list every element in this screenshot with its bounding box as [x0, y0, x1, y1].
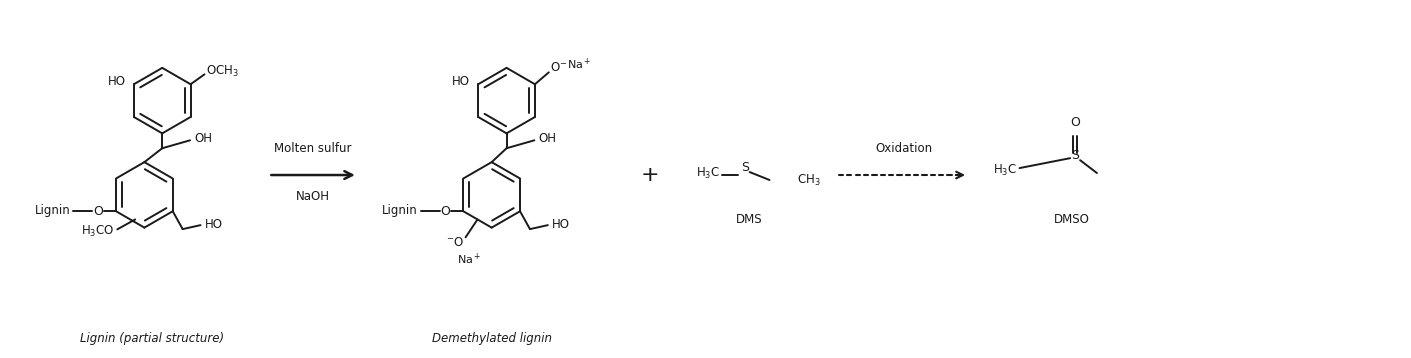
Text: DMSO: DMSO	[1054, 213, 1091, 226]
Text: H$_3$C: H$_3$C	[993, 163, 1017, 178]
Text: O: O	[93, 205, 103, 218]
Text: Oxidation: Oxidation	[875, 142, 933, 155]
Text: Na$^+$: Na$^+$	[457, 251, 481, 267]
Text: DMS: DMS	[737, 213, 763, 226]
Text: O$^{−}$: O$^{−}$	[550, 61, 567, 74]
Text: Demethylated lignin: Demethylated lignin	[432, 332, 552, 345]
Text: Lignin: Lignin	[382, 204, 418, 217]
Text: $^{−}$O: $^{−}$O	[446, 236, 464, 249]
Text: +: +	[641, 165, 660, 185]
Text: HO: HO	[109, 75, 126, 88]
Text: H$_3$C: H$_3$C	[696, 165, 720, 180]
Text: S: S	[1071, 149, 1079, 162]
Text: O: O	[1070, 116, 1079, 129]
Text: OH: OH	[539, 132, 556, 145]
Text: Molten sulfur: Molten sulfur	[274, 142, 351, 155]
Text: H$_3$CO: H$_3$CO	[80, 224, 114, 239]
Text: HO: HO	[205, 218, 223, 231]
Text: O: O	[440, 205, 450, 218]
Text: Na$^+$: Na$^+$	[567, 57, 591, 72]
Text: HO: HO	[552, 218, 570, 231]
Text: HO: HO	[453, 75, 470, 88]
Text: OH: OH	[193, 132, 212, 145]
Text: Lignin: Lignin	[35, 204, 71, 217]
Text: S: S	[741, 161, 749, 174]
Text: NaOH: NaOH	[296, 190, 330, 203]
Text: Lignin (partial structure): Lignin (partial structure)	[80, 332, 224, 345]
Text: OCH$_3$: OCH$_3$	[206, 64, 240, 79]
Text: CH$_3$: CH$_3$	[797, 173, 821, 188]
